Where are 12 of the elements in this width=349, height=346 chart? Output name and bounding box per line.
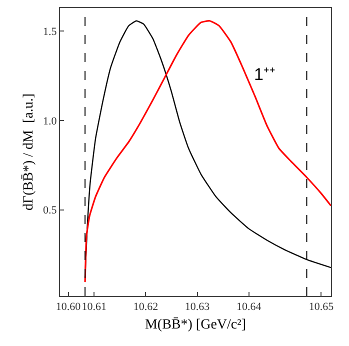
- y-tick-label: 0.5: [43, 204, 58, 217]
- x-axis-title: M(BB̄*) [GeV/c²]: [144, 316, 246, 332]
- x-tick-label: 10.63: [184, 301, 210, 314]
- y-tick-label: 1.0: [43, 115, 58, 128]
- x-tick-label: 10.62: [133, 301, 158, 314]
- y-tick-label: 1.5: [43, 26, 58, 38]
- x-tick-label: 10.61: [82, 301, 106, 314]
- y-axis-title: dΓ(BB̄*) / dM [a.u.]: [21, 94, 37, 210]
- x-tick-label: 10.64: [236, 301, 262, 314]
- annotation: 1⁺⁺: [254, 65, 276, 84]
- x-tick-label: 10.65: [308, 301, 334, 314]
- x-tick-label: 10.60: [56, 301, 82, 314]
